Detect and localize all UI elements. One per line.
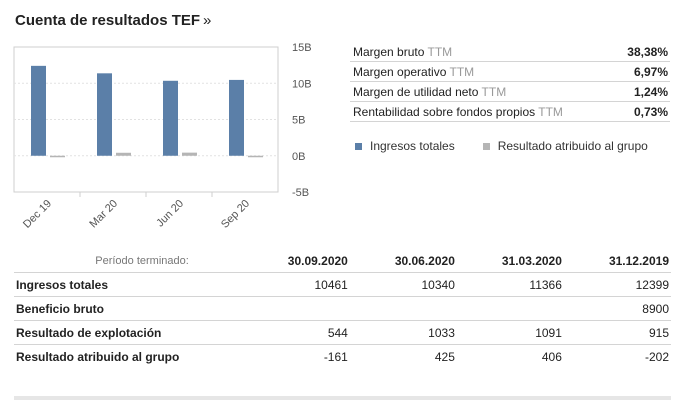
y-tick-label: 15B (292, 42, 312, 54)
ratio-row-gross-margin: Margen bruto TTM 38,38% (350, 42, 670, 62)
table-row: Resultado atribuido al grupo -161 425 40… (14, 344, 671, 368)
bar-net-income (182, 152, 197, 156)
table-cell: 11366 (456, 272, 564, 297)
income-chart: 15B 10B 5B 0B -5B Dec 19 Mar 20 Jun 20 Sep 20 (0, 40, 345, 240)
legend-item-net-income: Resultado atribuido al grupo (482, 139, 648, 153)
financials-table: Período terminado: 30.09.2020 30.06.2020… (14, 250, 671, 368)
legend-swatch-revenue (355, 142, 362, 150)
table-cell: 10461 (242, 272, 350, 297)
bar-revenue (31, 65, 46, 156)
chart-legend: Ingresos totales Resultado atribuido al … (355, 139, 676, 153)
ratios-panel: Margen bruto TTM 38,38% Margen operativo… (350, 42, 670, 122)
table-cell (456, 296, 564, 321)
y-tick-label: 0B (292, 151, 305, 163)
table-cell: -202 (563, 344, 671, 368)
bar-net-income (248, 155, 263, 158)
table-cell (349, 296, 457, 321)
bar-net-income (50, 155, 65, 158)
table-cell: 544 (242, 320, 350, 345)
ttm-tag: TTM (427, 44, 453, 59)
table-row: Resultado de explotación 544 1033 1091 9… (14, 320, 671, 345)
table-cell: 1091 (456, 320, 564, 345)
x-tick-label: Sep 20 (219, 198, 252, 231)
row-label: Resultado atribuido al grupo (14, 344, 191, 368)
table-cell: 425 (349, 344, 457, 368)
table-row: Ingresos totales 10461 10340 11366 12399 (14, 272, 671, 297)
ratio-label: Rentabilidad sobre fondos propios (353, 104, 536, 119)
ttm-tag: TTM (481, 84, 507, 99)
column-header: 30.06.2020 (394, 254, 455, 268)
legend-item-revenue: Ingresos totales (355, 139, 455, 153)
column-header: 31.03.2020 (501, 254, 562, 268)
table-cell: 406 (456, 344, 564, 368)
bar-revenue (229, 79, 244, 156)
row-label: Resultado de explotación (14, 320, 191, 345)
chevron-right-icon: » (203, 12, 212, 29)
x-tick-label: Dec 19 (21, 198, 54, 231)
legend-label: Ingresos totales (370, 139, 455, 153)
legend-swatch-net-income (482, 142, 490, 150)
table-cell: 915 (563, 320, 671, 345)
row-label: Beneficio bruto (14, 296, 191, 321)
ratio-value: 6,97% (633, 64, 668, 79)
row-label: Ingresos totales (14, 272, 191, 297)
ratio-value: 1,24% (633, 84, 668, 99)
legend-label: Resultado atribuido al grupo (497, 139, 648, 153)
table-cell: -161 (242, 344, 350, 368)
section-title-link[interactable]: Cuenta de resultados TEF» (15, 12, 211, 29)
table-cell: 1033 (349, 320, 457, 345)
table-cell: 8900 (563, 296, 671, 321)
x-tick-label: Mar 20 (87, 198, 120, 231)
ttm-tag: TTM (538, 104, 563, 119)
bar-revenue (163, 80, 178, 156)
ratio-row-net-margin: Margen de utilidad neto TTM 1,24% (350, 82, 670, 102)
ratio-label: Margen bruto (353, 44, 425, 59)
table-cell: 12399 (563, 272, 671, 297)
x-tick-label: Jun 20 (154, 198, 186, 230)
ratio-label: Margen operativo (353, 64, 447, 79)
table-row: Beneficio bruto 8900 (14, 296, 671, 321)
table-header-row: Período terminado: 30.09.2020 30.06.2020… (14, 250, 671, 273)
bottom-divider (14, 396, 671, 400)
y-tick-label: 5B (292, 115, 305, 127)
ratio-row-operating-margin: Margen operativo TTM 6,97% (350, 62, 670, 82)
bar-revenue (97, 73, 112, 156)
ratio-value: 0,73% (633, 104, 668, 119)
ratio-row-roe: Rentabilidad sobre fondos propios TTM 0,… (350, 102, 670, 122)
y-tick-label: 10B (292, 78, 312, 90)
section-title: Cuenta de resultados TEF (15, 12, 201, 29)
table-cell (242, 296, 350, 321)
column-header: 30.09.2020 (287, 254, 348, 268)
ratio-label: Margen de utilidad neto (353, 84, 479, 99)
ratio-value: 38,38% (627, 44, 668, 59)
column-header: 31.12.2019 (608, 254, 669, 268)
income-chart-svg: 15B 10B 5B 0B -5B Dec 19 Mar 20 Jun 20 Sep 20 (13, 42, 312, 231)
table-cell: 10340 (349, 272, 457, 297)
bar-net-income (116, 152, 131, 156)
ttm-tag: TTM (449, 64, 475, 79)
period-label: Período terminado: (95, 255, 189, 267)
y-tick-label: -5B (292, 187, 309, 199)
